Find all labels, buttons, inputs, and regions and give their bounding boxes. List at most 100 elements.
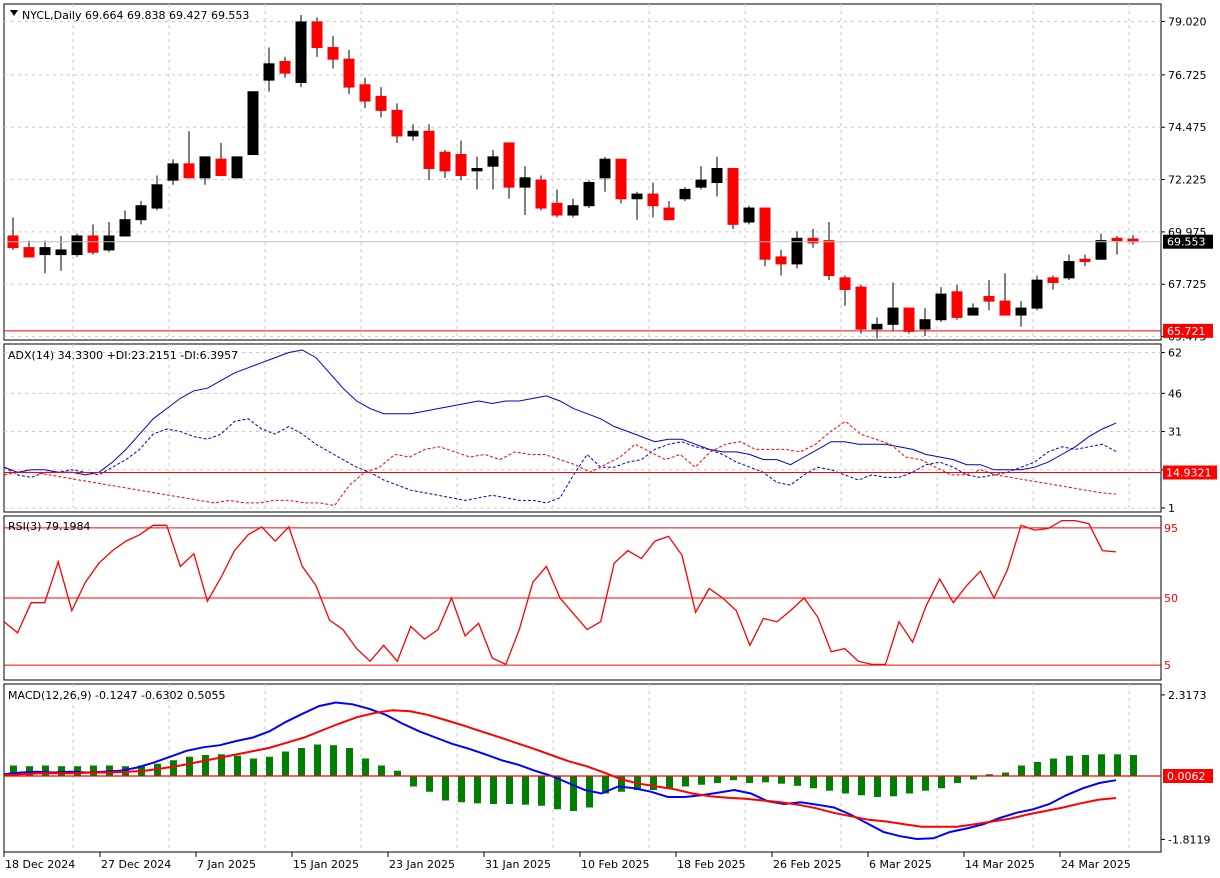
candle-body (279, 61, 291, 74)
date-tick-label: 23 Jan 2025 (389, 858, 455, 871)
macd-histogram-bar (762, 776, 769, 783)
candle-body (39, 247, 51, 256)
macd-histogram-bar (698, 776, 705, 785)
candle-body (1047, 277, 1059, 283)
candle-body (1063, 261, 1075, 279)
price-level-badge: 65.721 (1163, 323, 1213, 338)
rsi-level-label: 95 (1164, 522, 1178, 535)
date-tick-label: 15 Jan 2025 (293, 858, 359, 871)
macd-histogram-bar (266, 756, 273, 776)
macd-histogram-bar (746, 776, 753, 783)
macd-histogram-bar (1050, 758, 1057, 776)
candle-body (807, 237, 819, 244)
date-tick-label: 24 Mar 2025 (1061, 858, 1131, 871)
adx-series-minusdi (3, 420, 1117, 507)
macd-histogram-bar (378, 765, 385, 776)
macd-histogram-bar (362, 758, 369, 776)
date-tick-label: 7 Jan 2025 (197, 858, 256, 871)
macd-histogram-bar (42, 765, 49, 776)
price-pane[interactable]: 79.02076.72574.47572.22569.97567.72565.4… (3, 3, 1213, 344)
candle-body (391, 109, 403, 137)
macd-lines (3, 701, 1117, 841)
candle-body (375, 95, 387, 111)
macd-histogram-bar (842, 776, 849, 794)
candle-body (103, 235, 115, 251)
candle-body (951, 291, 963, 318)
rsi-level-badge (1163, 520, 1181, 535)
candle-body (695, 179, 707, 188)
candle-body (471, 168, 483, 172)
adx-tick-label: 1 (1168, 502, 1175, 515)
macd-histogram-bar (250, 758, 257, 776)
adx-grid (4, 344, 1161, 512)
rsi-level-label: 50 (1164, 592, 1178, 605)
macd-histogram-bar (1034, 762, 1041, 776)
macd-histogram-bar (970, 776, 977, 780)
price-tick-label: 67.725 (1168, 278, 1207, 291)
macd-tick-label: 2.3173 (1168, 689, 1207, 702)
adx-tick-label: 31 (1168, 426, 1182, 439)
price-tick-label: 79.020 (1168, 15, 1207, 28)
candle-body (791, 237, 803, 265)
candle-body (855, 286, 867, 330)
macd-macd-line (3, 701, 1117, 841)
macd-histogram-bar (826, 776, 833, 791)
candle-body (503, 142, 515, 188)
macd-histogram-bar (602, 776, 609, 794)
macd-histogram-bar (730, 776, 737, 781)
candle-body (583, 181, 595, 207)
macd-histogram-bar (346, 748, 353, 776)
dropdown-triangle-icon[interactable] (10, 10, 18, 16)
candle-body (823, 240, 835, 277)
macd-histogram-bar (426, 776, 433, 792)
macd-pane-frame (3, 683, 1162, 853)
adx-tick-label: 46 (1168, 387, 1182, 400)
candle-body (967, 307, 979, 316)
macd-pane[interactable]: 2.3173 -1.8119 MACD(12,26,9) -0.1247 -0.6… (3, 683, 1213, 853)
adx-level-badge: 14.9321 (1163, 465, 1217, 480)
macd-histogram-bar (234, 755, 241, 776)
candle-body (247, 91, 259, 156)
adx-series-adx (3, 349, 1117, 476)
macd-histogram-bar (922, 776, 929, 791)
macd-histogram-bar (906, 776, 913, 794)
date-tick-label: 14 Mar 2025 (965, 858, 1035, 871)
adx-pane[interactable]: 624631161 ADX(14) 34.3300 +DI:23.2151 -D… (3, 343, 1217, 515)
candle-body (343, 58, 355, 88)
candle-body (1079, 258, 1091, 263)
candle-body (615, 158, 627, 200)
candle-body (439, 151, 451, 172)
price-tick-label: 76.725 (1168, 69, 1207, 82)
macd-histogram-bar (890, 776, 897, 797)
candle-body (567, 205, 579, 216)
candle-body (119, 219, 131, 237)
candle-body (935, 293, 947, 321)
candle-body (23, 247, 35, 258)
macd-histogram-bar (794, 776, 801, 786)
macd-histogram-bar (330, 745, 337, 776)
rsi-legend: RSI(3) 79.1984 (8, 520, 90, 533)
macd-histogram-bar (394, 770, 401, 776)
macd-histogram-bar (954, 776, 961, 783)
macd-histogram-bar (986, 774, 993, 776)
adx-tick-label: 62 (1168, 347, 1182, 360)
candle-body (487, 156, 499, 167)
macd-histogram-bar (714, 776, 721, 783)
macd-histogram-bar (170, 760, 177, 776)
price-level-badge-text: 65.721 (1167, 325, 1206, 338)
adx-series-plusdi (3, 418, 1117, 504)
macd-histogram-bar (778, 776, 785, 784)
macd-histogram-bar (490, 776, 497, 804)
candle-body (423, 130, 435, 170)
macd-histogram-bar (282, 751, 289, 776)
candle-body (599, 158, 611, 179)
price-tick-label: 72.225 (1168, 174, 1207, 187)
rsi-pane[interactable]: 95 50 5 RSI(3) 79.1984 (3, 515, 1181, 681)
rsi-levels: 95 50 5 (4, 520, 1181, 673)
candle-body (327, 47, 339, 60)
macd-histogram-bar (1114, 754, 1121, 776)
macd-histogram-bar (1002, 772, 1009, 776)
macd-y-axis: 2.3173 -1.8119 (1161, 689, 1210, 846)
candle-body (407, 130, 419, 137)
